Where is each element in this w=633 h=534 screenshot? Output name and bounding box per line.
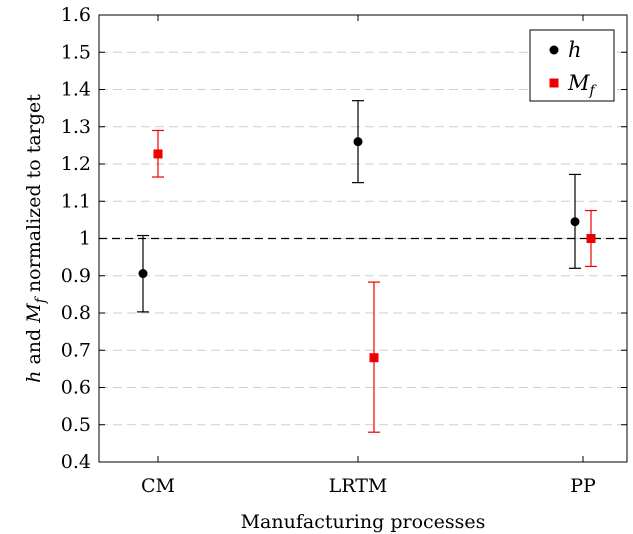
- legend-marker-Mf: [549, 78, 559, 88]
- data-point-h: [353, 137, 363, 147]
- legend-marker-h: [549, 45, 559, 55]
- x-axis-label: Manufacturing processes: [241, 511, 486, 533]
- x-tick-labels: CM LRTM PP: [141, 475, 596, 497]
- y-tick-label: 1: [79, 228, 91, 250]
- y-tick-label: 0.5: [61, 414, 91, 436]
- y-tick-label: 1.2: [61, 153, 91, 175]
- x-tick-label: CM: [141, 475, 175, 497]
- data-point-Mf: [586, 234, 596, 243]
- series-h: [137, 100, 581, 313]
- data-marks: [137, 100, 597, 433]
- y-tick-label: 0.9: [61, 265, 91, 287]
- y-tick-label: 1.1: [61, 190, 91, 212]
- series-Mf: [152, 129, 597, 433]
- data-point-h: [570, 217, 580, 227]
- data-point-h: [138, 269, 148, 279]
- axis-ticks: [99, 14, 627, 463]
- y-tick-label: 1.4: [61, 79, 91, 101]
- x-tick-label: PP: [570, 475, 596, 497]
- legend-label-h: h: [568, 38, 582, 62]
- data-point-Mf: [369, 353, 379, 363]
- y-tick-label: 0.6: [61, 377, 91, 399]
- legend-box: [529, 29, 615, 102]
- y-tick-label: 0.4: [61, 451, 91, 473]
- y-tick-label: 0.8: [61, 302, 91, 324]
- y-tick-labels: 0.4 0.5 0.6 0.7 0.8 0.9 1 1.1 1.2 1.3 1.4 1.5 1.6: [61, 4, 91, 473]
- x-tick-label: LRTM: [329, 475, 388, 497]
- data-point-Mf: [153, 149, 163, 159]
- grid-lines: [99, 51, 627, 426]
- y-tick-label: 1.5: [61, 41, 91, 63]
- y-tick-label: 1.6: [61, 4, 91, 26]
- y-tick-label: 0.7: [61, 339, 91, 361]
- legend: h Mf: [529, 29, 615, 102]
- legend-label-Mf: Mf: [567, 71, 598, 99]
- y-tick-label: 1.3: [61, 116, 91, 138]
- y-axis-label: h and Mf normalized to target: [23, 94, 49, 383]
